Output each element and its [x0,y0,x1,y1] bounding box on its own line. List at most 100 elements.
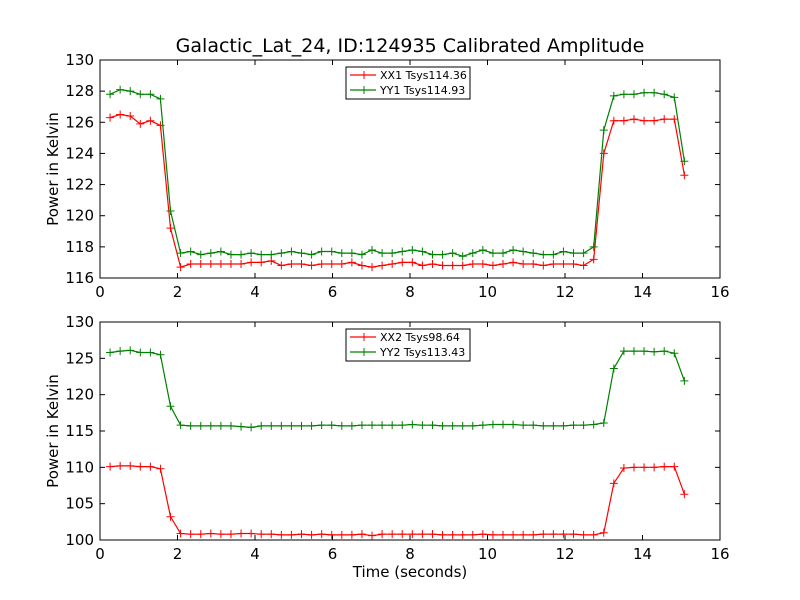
data-point [660,462,669,471]
data-point [670,462,679,471]
data-point [156,350,165,359]
data-point [378,530,387,539]
data-point [216,247,225,256]
data-point [488,261,497,270]
data-point [418,247,427,256]
data-point [347,249,356,258]
legend: XX2 Tsys98.64 YY2 Tsys113.43 [345,328,471,362]
data-point [196,530,205,539]
data-point [569,530,578,539]
data-point [428,421,437,430]
data-point [609,91,618,100]
data-point [629,90,638,99]
y-axis-label: Power in Kelvin [44,374,62,488]
data-point [670,115,679,124]
data-point [357,421,366,430]
data-point [166,224,175,233]
data-point [247,423,256,432]
data-point [589,242,598,251]
data-point [549,250,558,259]
data-point [579,249,588,258]
data-point [609,479,618,488]
data-point [216,259,225,268]
data-point [267,421,276,430]
data-point [317,421,326,430]
y-tick-label: 124 [65,144,94,162]
y-tick-label: 130 [65,313,94,331]
data-point [176,249,185,258]
data-point [347,421,356,430]
data-point [206,421,215,430]
data-point [126,112,135,121]
data-point [327,259,336,268]
x-tick-label: 0 [95,545,105,563]
data-point [458,261,467,270]
data-point [428,259,437,268]
data-point [640,463,649,472]
data-point [438,250,447,259]
y-tick-label: 128 [65,82,94,100]
y-axis-label: Power in Kelvin [44,112,62,226]
data-point [680,376,689,385]
data-point [106,90,115,99]
data-point [599,126,608,135]
data-point [106,462,115,471]
data-point [297,259,306,268]
x-tick-label: 6 [328,283,338,301]
legend: XX1 Tsys114.36 YY1 Tsys114.93 [345,66,471,100]
data-point [247,249,256,258]
data-point [438,261,447,270]
data-point [216,530,225,539]
data-point [287,421,296,430]
data-point [357,250,366,259]
bottom-plot: 0 2 4 6 8 10 12 14 16 100 105 110 115 120 125 130 Power … [44,313,730,581]
data-point [277,530,286,539]
data-point [347,258,356,267]
data-point [368,263,377,272]
data-point [488,249,497,258]
data-point [549,530,558,539]
data-point [277,249,286,258]
data-point [378,261,387,270]
data-point [378,249,387,258]
data-point [428,250,437,259]
data-point [226,250,235,259]
data-point [418,421,427,430]
data-point [579,261,588,270]
data-point [106,348,115,357]
data-point [257,530,266,539]
data-point [478,421,487,430]
data-point [196,421,205,430]
data-point [337,259,346,268]
data-point [116,461,125,470]
series-xx1 [106,110,689,272]
data-point [126,346,135,355]
y-tick-label: 110 [65,458,94,476]
data-point [176,529,185,538]
data-point [166,207,175,216]
data-point [368,531,377,540]
data-point [529,249,538,258]
data-point [297,249,306,258]
data-point [418,261,427,270]
x-tick-label: 12 [555,283,574,301]
data-point [136,119,145,128]
data-point [307,250,316,259]
data-point [337,249,346,258]
data-point [619,90,628,99]
data-point [680,157,689,166]
data-point [529,421,538,430]
x-axis-label: Time (seconds) [352,563,468,581]
x-tick-label: 2 [173,283,183,301]
data-point [589,255,598,264]
data-point [146,116,155,125]
data-point [136,462,145,471]
legend-box [345,66,471,100]
data-point [529,530,538,539]
data-point [539,530,548,539]
data-point [650,88,659,97]
data-point [176,421,185,430]
data-point [116,110,125,119]
legend-marker [360,348,368,356]
x-tick-label: 8 [405,545,415,563]
